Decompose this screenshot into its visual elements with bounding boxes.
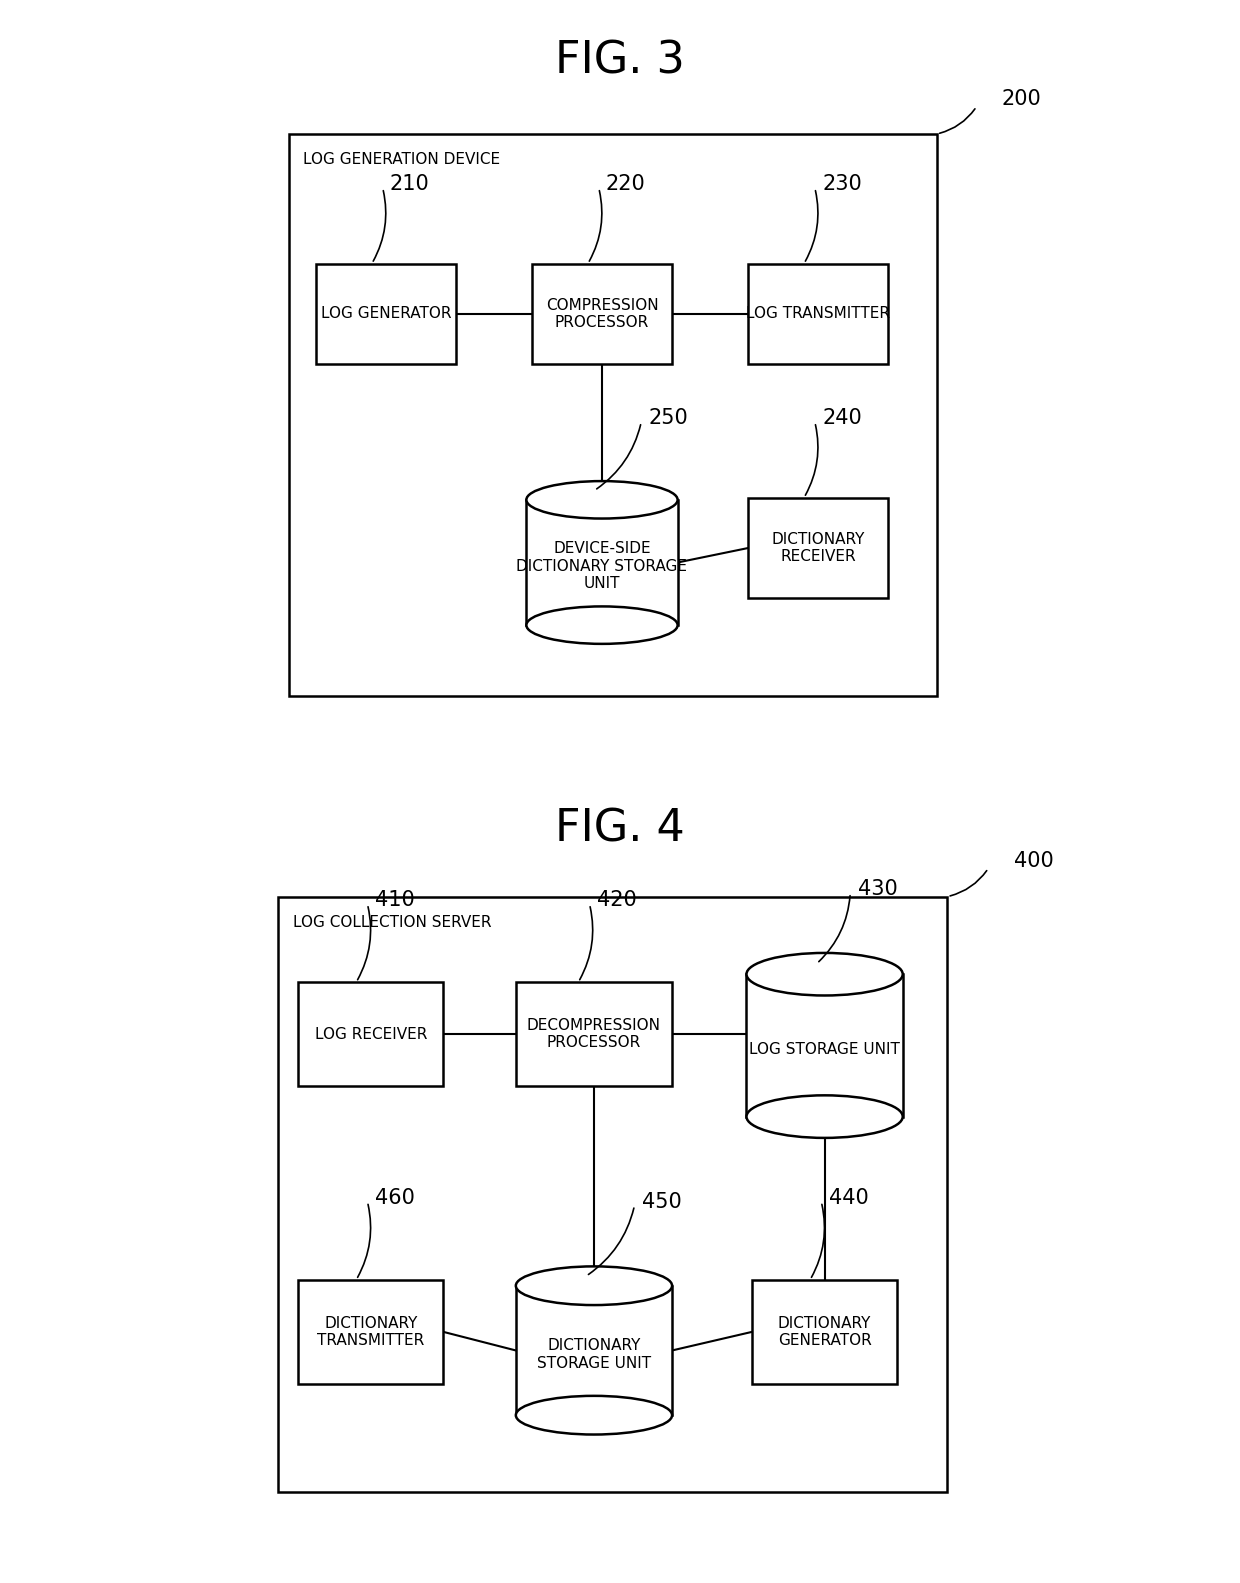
Text: 460: 460 — [374, 1187, 414, 1208]
Text: DICTIONARY
TRANSMITTER: DICTIONARY TRANSMITTER — [317, 1315, 424, 1349]
Bar — [516, 1285, 672, 1415]
FancyBboxPatch shape — [316, 264, 456, 364]
FancyBboxPatch shape — [532, 264, 672, 364]
Ellipse shape — [516, 1266, 672, 1304]
Text: 400: 400 — [1014, 852, 1054, 871]
Text: 250: 250 — [649, 408, 688, 429]
Text: LOG STORAGE UNIT: LOG STORAGE UNIT — [749, 1042, 900, 1057]
Text: LOG RECEIVER: LOG RECEIVER — [315, 1027, 427, 1042]
Text: DECOMPRESSION
PROCESSOR: DECOMPRESSION PROCESSOR — [527, 1018, 661, 1051]
Text: DEVICE-SIDE
DICTIONARY STORAGE
UNIT: DEVICE-SIDE DICTIONARY STORAGE UNIT — [517, 541, 687, 590]
FancyBboxPatch shape — [748, 264, 888, 364]
FancyBboxPatch shape — [516, 981, 672, 1086]
Bar — [746, 974, 903, 1116]
Text: LOG GENERATION DEVICE: LOG GENERATION DEVICE — [303, 152, 500, 166]
Bar — [526, 500, 677, 625]
Text: LOG TRANSMITTER: LOG TRANSMITTER — [746, 307, 890, 321]
Text: LOG COLLECTION SERVER: LOG COLLECTION SERVER — [293, 915, 491, 931]
FancyBboxPatch shape — [278, 896, 947, 1491]
Text: FIG. 4: FIG. 4 — [556, 807, 684, 850]
FancyBboxPatch shape — [298, 981, 443, 1086]
Text: FIG. 3: FIG. 3 — [556, 40, 684, 82]
Text: 210: 210 — [389, 174, 429, 195]
Text: COMPRESSION
PROCESSOR: COMPRESSION PROCESSOR — [546, 298, 658, 331]
Ellipse shape — [526, 481, 677, 519]
FancyBboxPatch shape — [289, 135, 937, 697]
FancyBboxPatch shape — [748, 497, 888, 598]
Text: 430: 430 — [858, 879, 898, 899]
Text: LOG GENERATOR: LOG GENERATOR — [321, 307, 451, 321]
Text: 410: 410 — [374, 890, 414, 910]
Text: DICTIONARY
STORAGE UNIT: DICTIONARY STORAGE UNIT — [537, 1338, 651, 1371]
Text: 230: 230 — [822, 174, 862, 195]
Text: DICTIONARY
GENERATOR: DICTIONARY GENERATOR — [777, 1315, 872, 1349]
Text: 240: 240 — [822, 408, 862, 429]
Text: 200: 200 — [1002, 89, 1042, 109]
Ellipse shape — [516, 1396, 672, 1434]
FancyBboxPatch shape — [753, 1279, 898, 1384]
Ellipse shape — [746, 1095, 903, 1138]
FancyBboxPatch shape — [298, 1279, 443, 1384]
Ellipse shape — [526, 606, 677, 644]
Ellipse shape — [746, 953, 903, 996]
Text: 420: 420 — [596, 890, 636, 910]
Text: 440: 440 — [828, 1187, 868, 1208]
Ellipse shape — [526, 481, 677, 519]
Ellipse shape — [746, 953, 903, 996]
Text: 220: 220 — [606, 174, 646, 195]
Text: DICTIONARY
RECEIVER: DICTIONARY RECEIVER — [771, 532, 864, 564]
Ellipse shape — [516, 1266, 672, 1304]
Text: 450: 450 — [642, 1192, 682, 1211]
